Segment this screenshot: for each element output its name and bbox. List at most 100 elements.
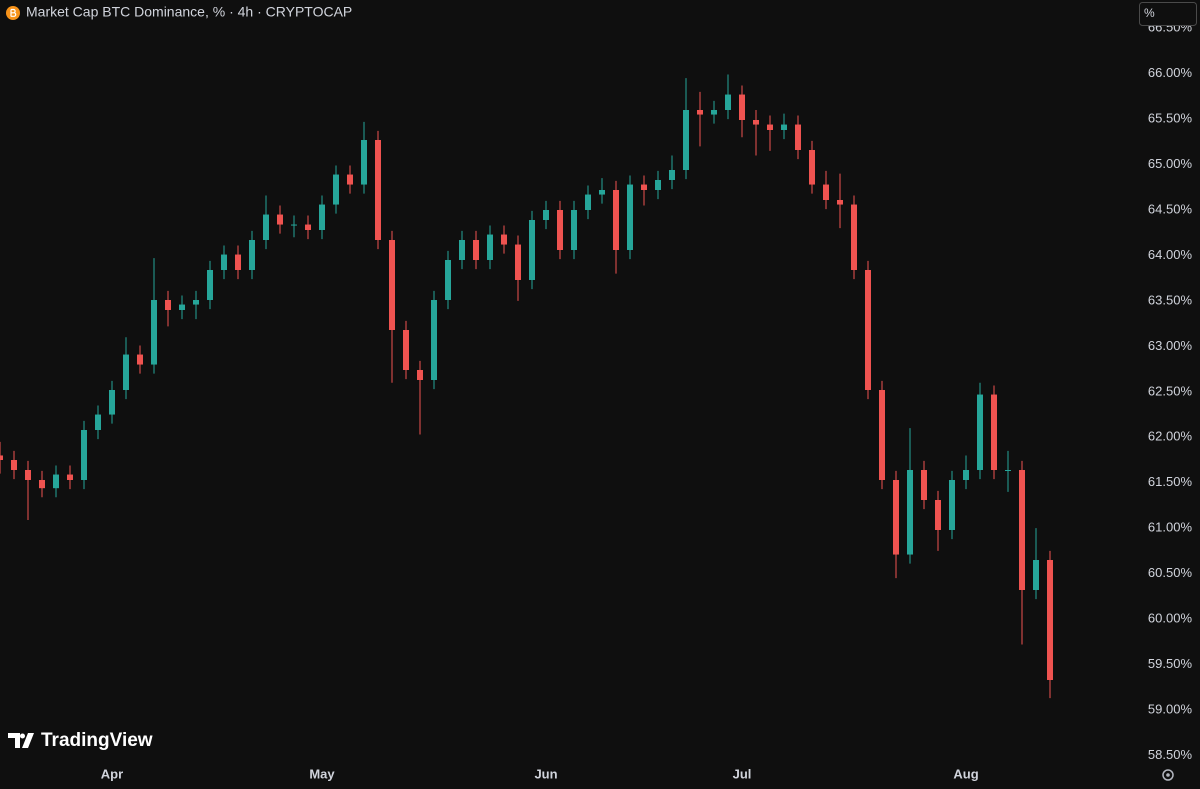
candle-body [991, 394, 997, 470]
candle-body [291, 224, 297, 226]
candle-body [851, 204, 857, 270]
candle-body [137, 354, 143, 365]
candle-body [921, 470, 927, 500]
candle-body [221, 254, 227, 270]
y-tick-label: 59.50% [1148, 656, 1193, 671]
candle-body [627, 184, 633, 250]
candle-body [375, 140, 381, 240]
candle-body [1005, 470, 1011, 471]
candle-body [277, 214, 283, 225]
candle-body [165, 300, 171, 310]
candle-body [445, 260, 451, 300]
candle-body [473, 240, 479, 260]
candle-body [459, 240, 465, 260]
candle-body [95, 414, 101, 430]
candle-body [949, 480, 955, 530]
candle-body [109, 390, 115, 415]
candle-body [683, 110, 689, 170]
candle-body [81, 430, 87, 480]
candle-body [263, 214, 269, 240]
candle-body [305, 224, 311, 230]
watermark-logo-dot [20, 733, 25, 739]
candle-body [753, 120, 759, 125]
x-tick-label: Apr [101, 766, 123, 781]
candle-body [319, 204, 325, 230]
candle-body [543, 210, 549, 220]
candle-body [865, 270, 871, 390]
y-tick-label: 64.50% [1148, 201, 1193, 216]
candle-body [725, 94, 731, 110]
candle-body [1033, 560, 1039, 590]
y-tick-label: 61.50% [1148, 474, 1193, 489]
candle-body [739, 94, 745, 120]
candle-body [893, 480, 899, 555]
candle-body [361, 140, 367, 185]
settings-icon[interactable] [1162, 769, 1174, 781]
candle-body [879, 390, 885, 480]
y-tick-label: 60.50% [1148, 565, 1193, 580]
y-tick-label: 64.00% [1148, 247, 1193, 262]
x-tick-label: Aug [953, 766, 978, 781]
candle-body [781, 124, 787, 130]
x-tick-label: May [309, 766, 335, 781]
candle-body [515, 244, 521, 280]
y-tick-label: 59.00% [1148, 701, 1193, 716]
x-tick-label: Jun [534, 766, 557, 781]
y-tick-label: 63.00% [1148, 338, 1193, 353]
y-tick-label: 63.50% [1148, 292, 1193, 307]
x-tick-label: Jul [733, 766, 752, 781]
candle-body [529, 220, 535, 280]
y-tick-label: 62.50% [1148, 383, 1193, 398]
plot-area [0, 74, 1053, 699]
candle-body [431, 300, 437, 380]
candle-body [711, 110, 717, 115]
coin-glyph [10, 8, 17, 17]
candle-body [487, 234, 493, 260]
candle-body [53, 474, 59, 489]
candle-body [655, 180, 661, 190]
candle-body [501, 234, 507, 245]
candle-body [1047, 560, 1053, 680]
candle-body [249, 240, 255, 270]
candle-body [599, 190, 605, 195]
candle-body [585, 194, 591, 210]
y-tick-label: 60.00% [1148, 611, 1193, 626]
candle-body [151, 300, 157, 365]
candle-body [25, 470, 31, 480]
y-tick-label: 61.00% [1148, 520, 1193, 535]
price-axis: 58.50% 59.00% 59.50% 60.00% 60.50% 61.00% 61.5… [1148, 20, 1193, 762]
candle-body [1019, 470, 1025, 590]
y-tick-label: 66.00% [1148, 65, 1193, 80]
y-tick-label: 65.50% [1148, 111, 1193, 126]
candle-body [641, 184, 647, 190]
y-tick-label: 58.50% [1148, 747, 1193, 762]
settings-icon-center[interactable] [1166, 773, 1170, 777]
candle-body [669, 170, 675, 180]
candle-body [963, 470, 969, 480]
chart-title: Market Cap BTC Dominance, % · 4h · CRYPT… [26, 4, 352, 20]
candle-body [207, 270, 213, 300]
candle-body [123, 354, 129, 390]
scale-button[interactable] [1139, 2, 1197, 26]
candle-body [67, 474, 73, 480]
y-tick-label: 65.00% [1148, 156, 1193, 171]
candle-body [823, 184, 829, 200]
y-tick-label: 62.00% [1148, 429, 1193, 444]
candle-body [907, 470, 913, 555]
candle-body [697, 110, 703, 115]
watermark-logo [8, 733, 34, 748]
candle-body [0, 455, 3, 460]
candle-body [39, 480, 45, 489]
candle-body [235, 254, 241, 270]
candle-body [557, 210, 563, 250]
candle-body [795, 124, 801, 150]
candle-body [977, 394, 983, 470]
candle-body [837, 200, 843, 205]
candle-body [809, 150, 815, 185]
watermark: TradingView [41, 730, 153, 751]
scale-button-label[interactable]: % [1144, 6, 1155, 20]
candle-body [935, 500, 941, 530]
candle-body [179, 304, 185, 310]
